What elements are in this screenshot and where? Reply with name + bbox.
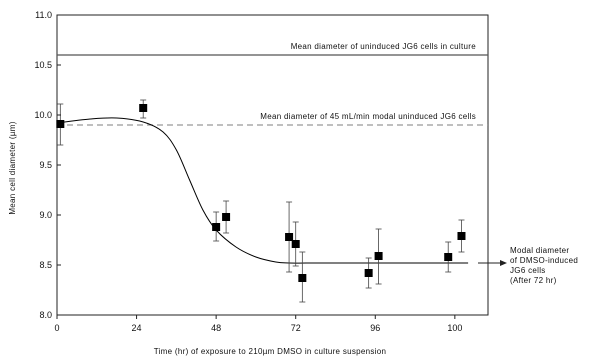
data-point [285, 201, 294, 273]
data-point [444, 241, 453, 273]
x-axis-label: Time (hr) of exposure to 210µm DMSO in c… [154, 347, 387, 356]
fit-curve-line [56, 117, 469, 264]
plot-border [56, 14, 489, 316]
reference-line-label: Mean diameter of uninduced JG6 cells in … [291, 42, 477, 51]
y-tick-label: 10.0 [34, 110, 52, 120]
annotation-text-line: Modal diameter [510, 246, 569, 255]
data-point-marker [212, 223, 221, 231]
data-point-marker [291, 240, 300, 248]
data-point [222, 200, 231, 234]
data-point-marker [285, 233, 294, 241]
annotation-text-line: JG6 cells [510, 266, 546, 275]
annotation-arrow-head [500, 260, 507, 266]
reference-line-label: Mean diameter of 45 mL/min modal uninduc… [260, 112, 476, 121]
data-point-marker [444, 253, 453, 261]
y-tick-label: 8.0 [39, 310, 52, 320]
plot-area-frame [56, 14, 489, 316]
data-point [212, 211, 221, 242]
y-tick-label: 9.0 [39, 210, 52, 220]
data-point [364, 257, 373, 289]
y-tick-label: 10.5 [34, 60, 52, 70]
data-point [56, 103, 65, 146]
data-point-marker [56, 120, 65, 128]
data-point-marker [298, 274, 307, 282]
data-point-marker [222, 213, 231, 221]
data-point [139, 99, 148, 119]
y-axis: 8.0 8.5 9.0 9.5 10.0 10.5 11.0 [34, 10, 61, 320]
x-tick-label: 72 [291, 323, 301, 333]
data-point [298, 251, 307, 303]
y-tick-label: 9.5 [39, 160, 52, 170]
annotation-text-line: (After 72 hr) [510, 276, 557, 285]
reference-lines: Mean diameter of uninduced JG6 cells in … [57, 42, 488, 126]
data-point [291, 221, 300, 267]
y-tick-label: 11.0 [35, 10, 52, 20]
data-points-group [56, 99, 466, 303]
fit-curve-group [56, 117, 469, 264]
data-point-marker [457, 232, 466, 240]
x-tick-label: 96 [370, 323, 380, 333]
x-tick-label: 0 [54, 323, 59, 333]
y-axis-label: Mean cell diameter (µm) [8, 121, 17, 214]
y-tick-label: 8.5 [39, 260, 52, 270]
x-tick-label: 48 [211, 323, 221, 333]
data-point [374, 228, 383, 285]
data-point-marker [374, 252, 383, 260]
x-tick-label: 24 [132, 323, 142, 333]
annotation-text-line: of DMSO-induced [510, 256, 578, 265]
x-tick-label: 100 [447, 323, 462, 333]
data-point-marker [139, 104, 148, 112]
data-point [457, 219, 466, 253]
x-axis: 0 24 48 72 96 100 [54, 315, 462, 333]
data-point-marker [364, 269, 373, 277]
